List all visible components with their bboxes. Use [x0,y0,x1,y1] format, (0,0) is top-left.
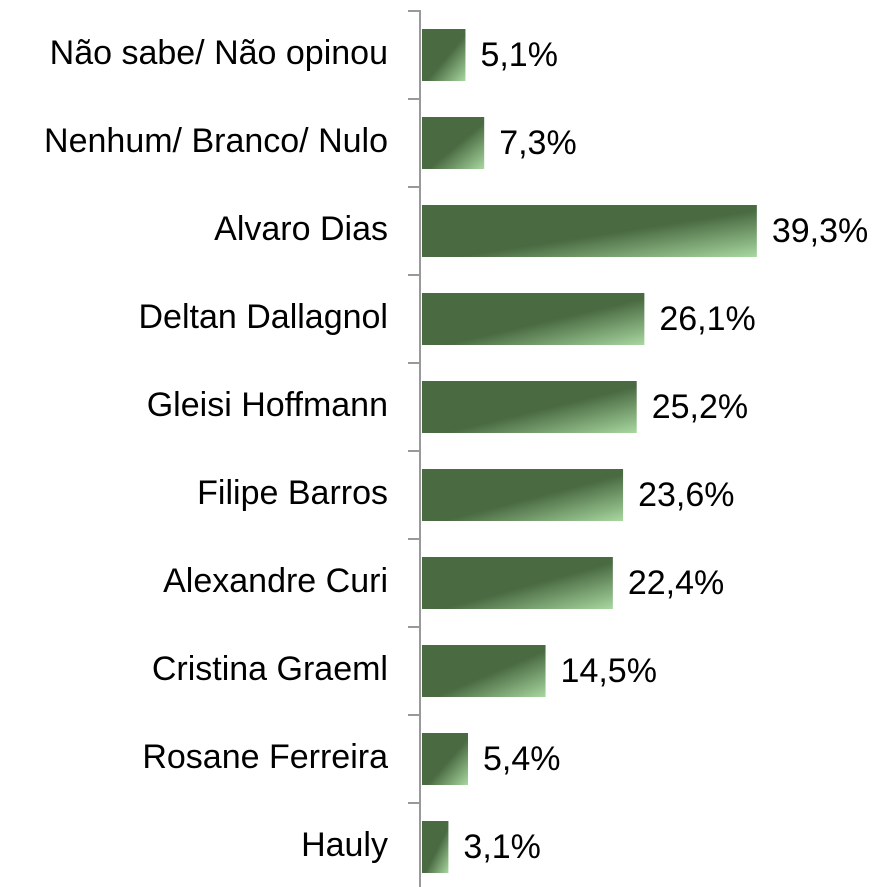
value-label: 5,1% [480,36,558,74]
value-label: 7,3% [499,124,577,162]
category-label: Alvaro Dias [214,210,388,248]
category-label: Deltan Dallagnol [139,298,389,336]
bar [422,293,645,345]
bar [422,381,637,433]
category-label: Não sabe/ Não opinou [50,34,388,72]
category-label: Cristina Graeml [152,650,388,688]
bar [422,469,624,521]
value-label: 25,2% [652,388,748,426]
category-label: Nenhum/ Branco/ Nulo [44,122,388,160]
bar [422,29,466,81]
value-label: 39,3% [772,212,868,250]
category-label: Hauly [301,826,388,864]
category-label: Filipe Barros [197,474,388,512]
bar [422,205,757,257]
bar [422,821,449,873]
value-label: 22,4% [628,564,724,602]
value-label: 26,1% [659,300,755,338]
bar [422,557,613,609]
bar [422,733,469,785]
category-label: Alexandre Curi [163,562,388,600]
category-label: Gleisi Hoffmann [147,386,388,424]
value-label: 23,6% [638,476,734,514]
category-label: Rosane Ferreira [142,738,388,776]
value-label: 3,1% [463,828,541,866]
value-label: 14,5% [561,652,657,690]
value-label: 5,4% [483,740,561,778]
bar [422,645,546,697]
bar [422,117,485,169]
